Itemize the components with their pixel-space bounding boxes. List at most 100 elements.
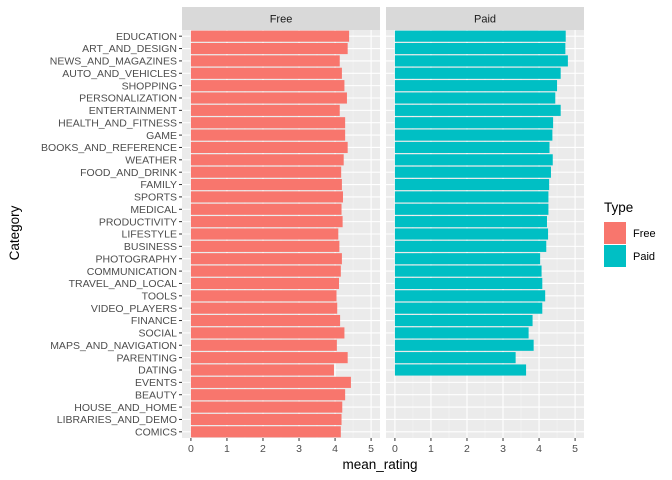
x-tick-label: 2 [260,443,266,455]
bar-free-auto_and_vehicles [190,67,342,79]
x-axis-title: mean_rating [342,457,417,472]
y-tick-label: BOOKS_AND_REFERENCE [41,142,177,154]
bar-paid-maps_and_navigation [394,339,534,351]
legend: Type Free Paid [604,200,656,267]
y-tick-label: EVENTS [135,377,177,389]
y-tick-label: BUSINESS [124,241,177,253]
bar-free-comics [190,426,341,438]
y-tick-label: COMICS [135,427,177,439]
x-tick-label: 5 [572,443,578,455]
bar-paid-parenting [394,352,516,364]
y-tick-label: BEAUTY [135,389,177,401]
y-tick-label: PRODUCTIVITY [99,216,177,228]
bar-paid-travel_and_local [394,277,543,290]
bar-free-family [190,178,342,191]
bar-paid-lifestyle [394,228,549,240]
x-tick-label: 5 [368,443,374,455]
bar-paid-health_and_fitness [394,117,554,129]
bar-free-personalization [190,92,347,104]
bar-free-news_and_magazines [190,55,340,67]
bar-paid-weather [394,154,553,166]
y-tick-label: HEALTH_AND_FITNESS [58,117,177,129]
legend-label-free: Free [633,228,656,240]
y-tick-label: ART_AND_DESIGN [82,43,177,55]
bar-paid-books_and_reference [394,141,550,154]
facet-strip-free [182,7,380,30]
facet-strip-paid [386,7,584,30]
y-tick-label: VIDEO_PLAYERS [91,303,177,315]
bar-paid-art_and_design [394,42,566,55]
y-tick-label: AUTO_AND_VEHICLES [62,68,177,80]
bar-paid-dating [394,364,527,376]
bar-free-dating [190,364,334,376]
bar-free-tools [190,290,337,302]
x-tick-label: 2 [464,443,470,455]
bar-free-weather [190,154,344,166]
y-tick-label: LIFESTYLE [122,229,177,241]
x-tick-label: 0 [188,443,194,455]
y-tick-label: PERSONALIZATION [79,93,177,105]
bar-free-events [190,376,351,388]
bar-paid-education [394,30,566,42]
legend-key-free [604,222,626,244]
facet-strip-label: Free [270,14,293,26]
bar-free-sports [190,191,343,203]
bar-free-productivity [190,216,343,228]
bar-paid-news_and_magazines [394,55,568,67]
bar-free-game [190,129,346,141]
legend-key-paid [604,245,626,267]
y-tick-label: PARENTING [117,352,177,364]
bar-paid-social [394,327,529,339]
y-axis-title: Category [7,205,22,260]
y-axis-ticks: EDUCATIONART_AND_DESIGNNEWS_AND_MAGAZINE… [41,31,182,439]
bar-free-communication [190,265,341,277]
bar-free-beauty [190,389,346,401]
x-tick-label: 4 [536,443,542,455]
bar-free-house_and_home [190,401,343,413]
bar-paid-communication [394,265,542,277]
y-tick-label: LIBRARIES_AND_DEMO [57,414,177,426]
bar-paid-medical [394,203,549,215]
bar-paid-sports [394,191,549,203]
bar-free-health_and_fitness [190,117,346,129]
bar-paid-entertainment [394,104,561,116]
y-tick-label: MAPS_AND_NAVIGATION [50,340,177,352]
bar-free-parenting [190,352,348,364]
bar-free-finance [190,314,341,327]
legend-title: Type [604,200,633,215]
x-tick-label: 1 [428,443,434,455]
y-tick-label: MEDICAL [130,204,177,216]
x-tick-label: 3 [500,443,506,455]
y-tick-label: FINANCE [131,315,177,327]
y-tick-label: SPORTS [134,192,177,204]
y-tick-label: NEWS_AND_MAGAZINES [50,56,177,68]
x-tick-label: 1 [224,443,230,455]
bar-free-lifestyle [190,228,339,240]
bar-paid-video_players [394,302,543,314]
y-tick-label: SHOPPING [122,80,177,92]
y-tick-label: GAME [146,130,177,142]
bars [190,30,568,438]
bar-paid-productivity [394,216,547,228]
bar-free-medical [190,203,342,215]
bar-paid-shopping [394,80,558,92]
x-axis-ticks: 0 1 2 3 4 5 0 1 2 3 4 5 [188,438,578,455]
y-tick-label: SOCIAL [138,328,177,340]
bar-free-maps_and_navigation [190,339,337,351]
bar-paid-game [394,129,553,141]
y-tick-label: WEATHER [125,155,177,167]
y-tick-label: COMMUNICATION [87,266,177,278]
bar-free-travel_and_local [190,277,340,290]
facet-strip-label: Paid [474,14,496,26]
x-tick-label: 0 [392,443,398,455]
bar-free-entertainment [190,104,340,116]
bar-paid-business [394,240,547,252]
legend-label-paid: Paid [633,251,655,263]
bar-free-business [190,240,340,252]
bar-paid-finance [394,314,533,327]
bar-free-photography [190,253,342,265]
bar-paid-auto_and_vehicles [394,67,561,79]
y-tick-label: DATING [138,365,177,377]
y-tick-label: PHOTOGRAPHY [96,253,178,265]
